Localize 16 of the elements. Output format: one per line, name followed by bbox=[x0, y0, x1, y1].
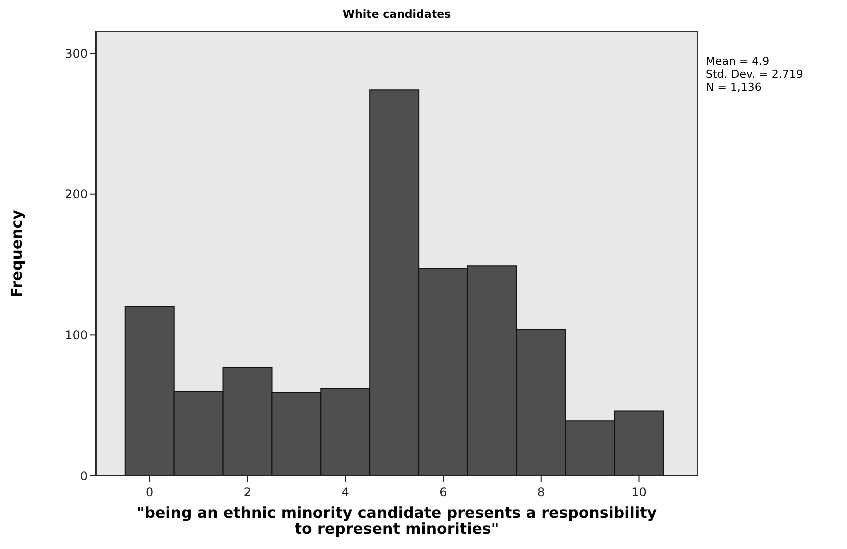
text: Mean = 4.9 bbox=[706, 55, 771, 68]
x-axis-title: "being an ethnic minority candidate presents a responsibility to represent minorities" bbox=[136, 504, 658, 538]
text: Std. Dev. = 2.719 bbox=[706, 68, 804, 81]
y-tick-label: 300 bbox=[65, 46, 88, 61]
x-tick-label: 8 bbox=[538, 486, 546, 500]
y-tick-label: 100 bbox=[65, 328, 88, 342]
x-tick-label: 4 bbox=[342, 486, 350, 500]
y-tick-label: 0 bbox=[80, 469, 88, 484]
x-tick-label: 0 bbox=[146, 486, 154, 500]
y-tick-label: 200 bbox=[65, 188, 88, 202]
y-axis-title: Frequency bbox=[8, 210, 26, 298]
x-tick-label: 2 bbox=[244, 486, 252, 500]
x-tick-label: 6 bbox=[440, 486, 448, 500]
chart-title: White candidates bbox=[342, 8, 452, 21]
text: N = 1,136 bbox=[706, 81, 763, 94]
x-tick-label: 10 bbox=[632, 486, 647, 500]
